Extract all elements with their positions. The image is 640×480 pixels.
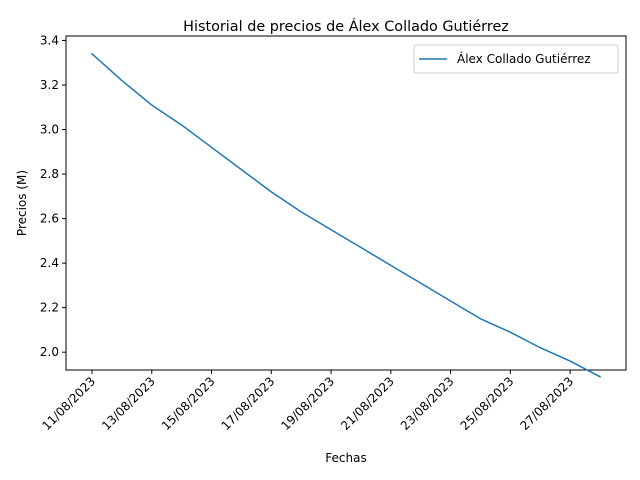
y-tick-label: 3.4 bbox=[40, 33, 59, 47]
legend-box bbox=[413, 44, 619, 74]
legend: Álex Collado Gutiérrez bbox=[413, 44, 619, 74]
legend-label: Álex Collado Gutiérrez bbox=[457, 51, 591, 66]
y-tick-label: 3.2 bbox=[40, 78, 59, 92]
y-tick-label: 2.4 bbox=[40, 256, 59, 270]
x-axis-title: Fechas bbox=[325, 451, 366, 465]
y-tick-label: 2.8 bbox=[40, 167, 59, 181]
y-tick-label: 2.0 bbox=[40, 345, 59, 359]
series-layer bbox=[90, 52, 602, 378]
y-tick-label: 3.0 bbox=[40, 123, 59, 137]
chart-title: Historial de precios de Álex Collado Gut… bbox=[183, 18, 509, 35]
y-tick-label: 2.6 bbox=[40, 212, 59, 226]
plot-area-frame bbox=[65, 35, 627, 371]
series-line bbox=[90, 52, 602, 378]
y-tick-label: 2.2 bbox=[40, 301, 59, 315]
y-axis: 2.0 2.2 2.4 2.6 2.8 3.0 3.2 3.4 bbox=[40, 33, 66, 359]
y-axis-title: Precios (M) bbox=[15, 170, 29, 236]
